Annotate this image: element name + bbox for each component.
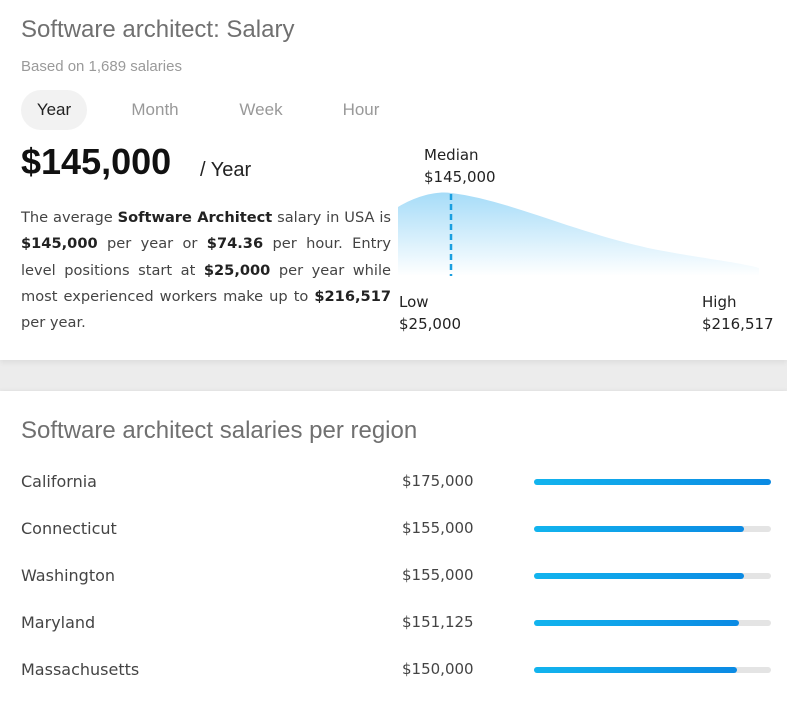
high-value: $216,517 [702, 315, 774, 333]
page-title: Software architect: Salary [21, 16, 295, 43]
region-bar-fill [534, 526, 744, 532]
region-list: California $175,000 Connecticut $155,000… [0, 458, 787, 693]
distribution-curve [398, 192, 759, 276]
region-name: Connecticut [21, 519, 117, 538]
region-row-connecticut: Connecticut $155,000 [0, 505, 787, 552]
salary-card: Software architect: Salary Based on 1,68… [0, 0, 787, 360]
region-name: Massachusetts [21, 660, 140, 679]
tab-hour[interactable]: Hour [342, 100, 380, 119]
desc-top-salary: $216,517 [314, 287, 391, 305]
region-bar-fill [534, 573, 744, 579]
desc-text-4: per hour. Entry level positions start at [21, 235, 391, 279]
region-name: California [21, 472, 97, 491]
region-row-maryland: Maryland $151,125 [0, 599, 787, 646]
region-amount: $150,000 [402, 660, 474, 678]
median-value: $145,000 [424, 168, 496, 186]
desc-text-6: per year. [21, 314, 86, 332]
region-bar-track [534, 479, 771, 485]
region-row-california: California $175,000 [0, 458, 787, 505]
desc-text-3: per year or [97, 235, 207, 253]
low-value: $25,000 [399, 315, 462, 333]
salary-distribution-chart: Median $145,000 Low $25,000 High $216,51… [398, 140, 787, 340]
desc-text-5: per year while most experienced workers … [21, 261, 391, 305]
salary-description: The average Software Architect salary in… [21, 205, 391, 336]
region-bar-track [534, 526, 771, 532]
tab-year[interactable]: Year [21, 90, 87, 130]
region-row-massachusetts: Massachusetts $150,000 [0, 646, 787, 693]
tab-month[interactable]: Month [131, 100, 179, 119]
region-amount: $155,000 [402, 519, 474, 537]
regions-title: Software architect salaries per region [21, 417, 418, 444]
high-label: High [702, 293, 737, 311]
region-bar-fill [534, 479, 771, 485]
desc-text-2: salary in USA is [272, 209, 391, 226]
desc-text-1: The average [21, 209, 118, 226]
region-row-washington: Washington $155,000 [0, 552, 787, 599]
region-bar-fill [534, 667, 738, 673]
region-amount: $151,125 [402, 613, 474, 631]
median-label: Median [424, 146, 479, 164]
salary-count-subtitle: Based on 1,689 salaries [21, 58, 182, 75]
region-bar-fill [534, 620, 739, 626]
region-name: Maryland [21, 613, 96, 632]
region-amount: $175,000 [402, 472, 474, 490]
regions-card [0, 391, 787, 706]
region-name: Washington [21, 566, 116, 585]
low-label: Low [399, 293, 429, 311]
distribution-area [398, 192, 759, 276]
desc-entry-salary: $25,000 [203, 261, 271, 279]
salary-unit: / Year [200, 159, 252, 181]
period-tabs: Year Month Week Hour [21, 90, 423, 130]
region-amount: $155,000 [402, 566, 474, 584]
desc-hourly-salary: $74.36 [206, 235, 264, 253]
region-bar-track [534, 573, 771, 579]
region-bar-track [534, 620, 771, 626]
tab-week[interactable]: Week [239, 100, 283, 119]
salary-amount: $145,000 [21, 141, 172, 182]
region-bar-track [534, 667, 771, 673]
desc-job-title: Software Architect [117, 209, 273, 226]
desc-yearly-salary: $145,000 [21, 235, 98, 253]
